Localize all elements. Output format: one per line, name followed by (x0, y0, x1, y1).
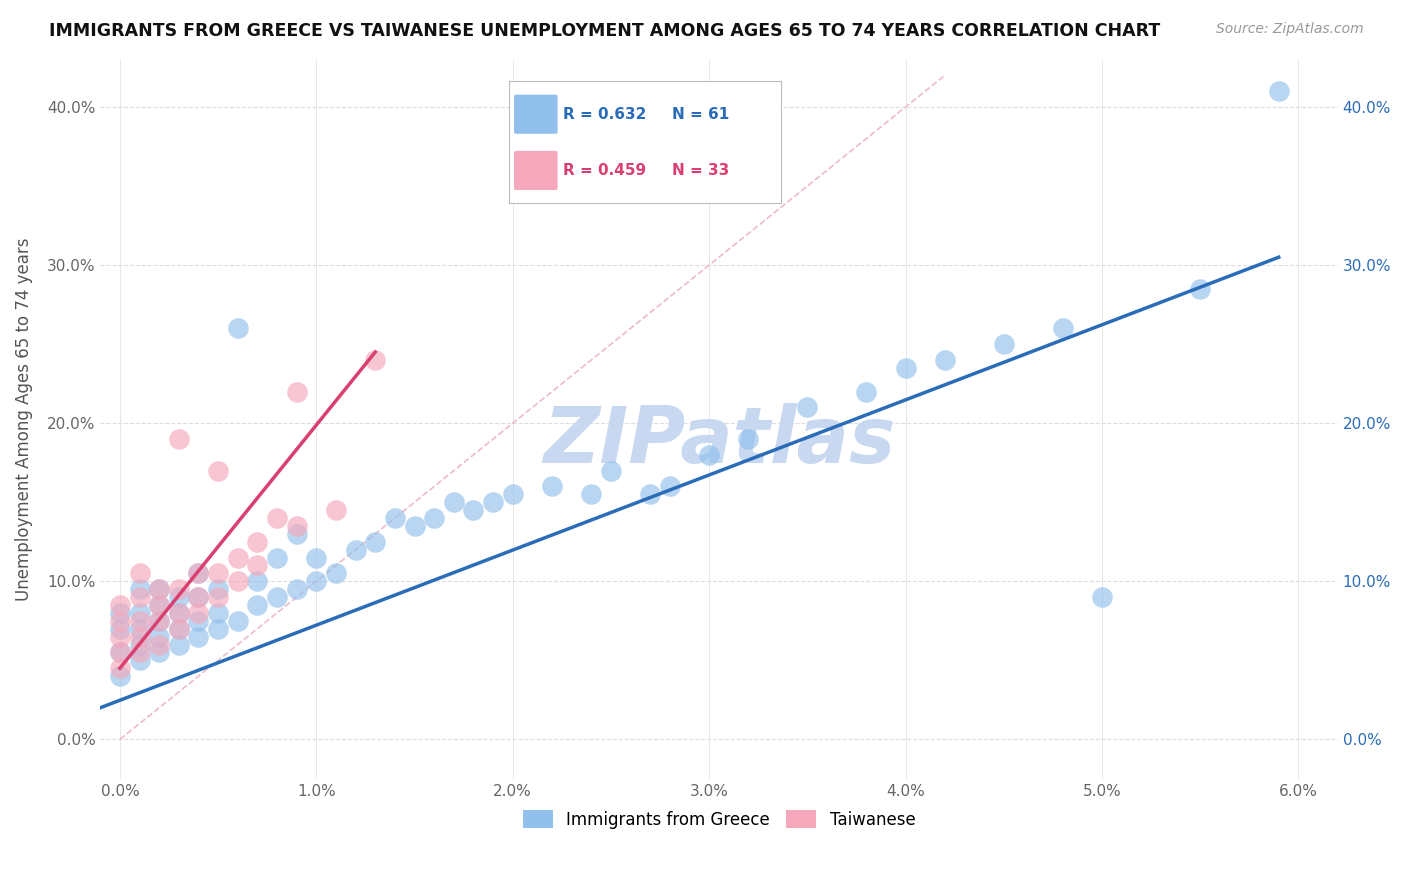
Point (108, 669, 131, 683)
Point (207, 464, 229, 478)
Point (128, 630, 150, 644)
Point (384, 511, 406, 525)
Point (305, 550, 328, 565)
Point (226, 614, 249, 628)
Point (502, 487, 524, 501)
Legend: Immigrants from Greece, Taiwanese: Immigrants from Greece, Taiwanese (516, 804, 922, 835)
Point (167, 638, 190, 652)
Point (128, 582, 150, 597)
Point (697, 448, 720, 462)
Point (737, 432, 759, 446)
Point (344, 542, 367, 557)
Point (285, 527, 308, 541)
Text: IMMIGRANTS FROM GREECE VS TAIWANESE UNEMPLOYMENT AMONG AGES 65 TO 74 YEARS CORRE: IMMIGRANTS FROM GREECE VS TAIWANESE UNEM… (49, 22, 1160, 40)
Point (128, 638, 150, 652)
Point (167, 606, 190, 620)
Point (148, 598, 170, 612)
Point (226, 550, 249, 565)
Point (246, 534, 269, 549)
Point (600, 464, 623, 478)
Point (128, 606, 150, 620)
Point (167, 606, 190, 620)
Point (325, 566, 347, 581)
Point (167, 582, 190, 597)
Point (187, 606, 209, 620)
Point (148, 645, 170, 659)
Point (148, 582, 170, 597)
Point (128, 653, 150, 667)
Point (541, 479, 564, 493)
Point (1091, 590, 1114, 604)
Point (128, 622, 150, 636)
Point (443, 495, 465, 509)
Point (934, 353, 956, 368)
Point (167, 590, 190, 604)
Point (285, 582, 308, 597)
Point (226, 321, 249, 335)
Point (404, 519, 426, 533)
Point (148, 638, 170, 652)
Point (325, 503, 347, 517)
Point (108, 630, 131, 644)
Point (167, 432, 190, 446)
Point (638, 487, 661, 501)
Point (128, 614, 150, 628)
Point (246, 574, 269, 589)
Point (658, 479, 681, 493)
Text: ZIPatlas: ZIPatlas (543, 403, 896, 479)
Point (1189, 282, 1212, 296)
Point (364, 353, 387, 368)
Point (187, 566, 209, 581)
Point (207, 566, 229, 581)
Point (108, 661, 131, 675)
Point (187, 630, 209, 644)
Point (187, 614, 209, 628)
Point (207, 582, 229, 597)
Point (108, 598, 131, 612)
Point (423, 511, 446, 525)
Point (266, 590, 288, 604)
Text: Source: ZipAtlas.com: Source: ZipAtlas.com (1216, 22, 1364, 37)
Point (226, 574, 249, 589)
Point (246, 598, 269, 612)
Point (187, 590, 209, 604)
Point (187, 590, 209, 604)
Point (207, 622, 229, 636)
Point (108, 614, 131, 628)
Point (148, 614, 170, 628)
Point (796, 401, 818, 415)
Point (855, 384, 877, 399)
Point (187, 566, 209, 581)
Point (108, 606, 131, 620)
Point (305, 574, 328, 589)
Point (148, 630, 170, 644)
Point (581, 487, 603, 501)
Point (993, 337, 1015, 351)
Point (285, 519, 308, 533)
Point (266, 550, 288, 565)
Point (148, 582, 170, 597)
Point (463, 503, 485, 517)
Point (285, 384, 308, 399)
Point (1267, 84, 1289, 98)
Point (148, 614, 170, 628)
Point (364, 534, 387, 549)
Point (167, 622, 190, 636)
Point (148, 598, 170, 612)
Point (167, 622, 190, 636)
Point (482, 495, 505, 509)
Point (1052, 321, 1074, 335)
Point (108, 645, 131, 659)
Point (128, 645, 150, 659)
Point (128, 566, 150, 581)
Point (108, 622, 131, 636)
Point (266, 511, 288, 525)
Point (128, 590, 150, 604)
Point (246, 558, 269, 573)
Point (108, 645, 131, 659)
Point (894, 360, 917, 375)
Point (207, 590, 229, 604)
Y-axis label: Unemployment Among Ages 65 to 74 years: Unemployment Among Ages 65 to 74 years (15, 237, 32, 601)
Point (207, 606, 229, 620)
